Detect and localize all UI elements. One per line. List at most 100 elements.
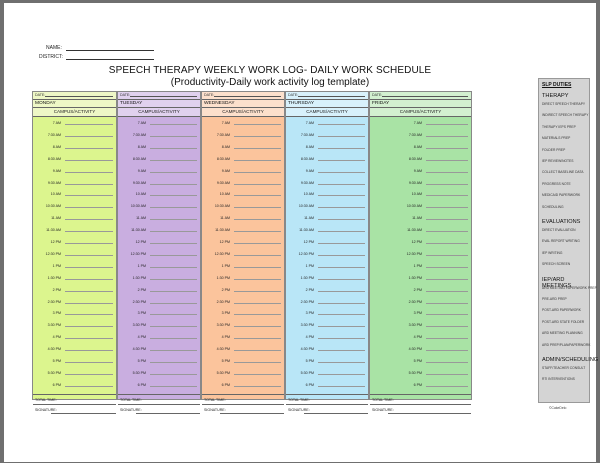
time-slot-line[interactable] <box>65 243 113 244</box>
time-slot-line[interactable] <box>234 350 281 352</box>
time-slot-line[interactable] <box>318 183 365 185</box>
time-slot-line[interactable] <box>318 124 365 125</box>
time-slot-line[interactable] <box>65 326 113 328</box>
signature-field[interactable] <box>304 412 368 414</box>
date-field[interactable] <box>45 96 113 97</box>
time-slot-line[interactable] <box>318 278 365 280</box>
time-slot-line[interactable] <box>150 124 197 125</box>
signature-field[interactable] <box>136 412 200 414</box>
time-slot-line[interactable] <box>150 302 197 304</box>
time-slot-line[interactable] <box>65 147 113 149</box>
time-slot-line[interactable] <box>150 350 197 352</box>
time-slot-line[interactable] <box>426 124 468 125</box>
time-slot-line[interactable] <box>65 302 113 304</box>
time-slot-line[interactable] <box>150 326 197 328</box>
time-slot-line[interactable] <box>318 135 365 137</box>
time-slot-line[interactable] <box>65 338 113 340</box>
time-slot-line[interactable] <box>318 159 365 161</box>
time-slot-line[interactable] <box>150 266 197 268</box>
time-slot-line[interactable] <box>150 385 197 387</box>
time-slot-line[interactable] <box>150 254 197 256</box>
time-slot-line[interactable] <box>234 338 281 340</box>
time-slot-line[interactable] <box>318 373 365 375</box>
time-slot-line[interactable] <box>234 266 281 268</box>
time-slot-line[interactable] <box>234 314 281 316</box>
time-slot-line[interactable] <box>234 373 281 375</box>
time-slot-line[interactable] <box>150 362 197 363</box>
time-slot-line[interactable] <box>65 290 113 292</box>
time-slot-line[interactable] <box>318 290 365 292</box>
time-slot-line[interactable] <box>65 159 113 161</box>
time-slot-line[interactable] <box>65 314 113 316</box>
time-slot-line[interactable] <box>426 147 468 149</box>
time-slot-line[interactable] <box>426 373 468 375</box>
time-slot-line[interactable] <box>318 171 365 173</box>
time-slot-line[interactable] <box>65 207 113 209</box>
time-slot-line[interactable] <box>65 254 113 256</box>
date-field[interactable] <box>214 96 281 97</box>
time-slot-line[interactable] <box>426 326 468 328</box>
time-slot-line[interactable] <box>318 350 365 352</box>
date-field[interactable] <box>382 96 468 97</box>
time-slot-line[interactable] <box>150 135 197 137</box>
time-slot-line[interactable] <box>234 207 281 209</box>
time-slot-line[interactable] <box>318 254 365 256</box>
date-field[interactable] <box>298 96 365 97</box>
time-slot-line[interactable] <box>426 350 468 352</box>
time-slot-line[interactable] <box>234 147 281 149</box>
time-slot-line[interactable] <box>426 290 468 292</box>
signature-field[interactable] <box>51 412 116 414</box>
time-slot-line[interactable] <box>318 338 365 340</box>
time-slot-line[interactable] <box>426 314 468 316</box>
time-slot-line[interactable] <box>426 231 468 233</box>
time-slot-line[interactable] <box>150 338 197 340</box>
time-slot-line[interactable] <box>318 243 365 244</box>
time-slot-line[interactable] <box>426 135 468 137</box>
time-slot-line[interactable] <box>318 385 365 387</box>
time-slot-line[interactable] <box>234 219 281 221</box>
time-slot-line[interactable] <box>318 362 365 363</box>
time-slot-line[interactable] <box>65 183 113 185</box>
time-slot-line[interactable] <box>150 171 197 173</box>
time-slot-line[interactable] <box>234 278 281 280</box>
time-slot-line[interactable] <box>426 183 468 185</box>
time-slot-line[interactable] <box>426 302 468 304</box>
time-slot-line[interactable] <box>65 135 113 137</box>
time-slot-line[interactable] <box>150 183 197 185</box>
time-slot-line[interactable] <box>65 385 113 387</box>
time-slot-line[interactable] <box>426 338 468 340</box>
time-slot-line[interactable] <box>65 219 113 221</box>
time-slot-line[interactable] <box>426 219 468 221</box>
time-slot-line[interactable] <box>150 231 197 233</box>
date-field[interactable] <box>130 96 197 97</box>
time-slot-line[interactable] <box>426 171 468 173</box>
time-slot-line[interactable] <box>426 254 468 256</box>
time-slot-line[interactable] <box>150 243 197 244</box>
time-slot-line[interactable] <box>234 159 281 161</box>
time-slot-line[interactable] <box>318 314 365 316</box>
time-slot-line[interactable] <box>426 266 468 268</box>
time-slot-line[interactable] <box>426 278 468 280</box>
time-slot-line[interactable] <box>234 362 281 363</box>
time-slot-line[interactable] <box>234 302 281 304</box>
time-slot-line[interactable] <box>234 183 281 185</box>
time-slot-line[interactable] <box>150 147 197 149</box>
time-slot-line[interactable] <box>426 159 468 161</box>
time-slot-line[interactable] <box>65 266 113 268</box>
signature-field[interactable] <box>220 412 284 414</box>
time-slot-line[interactable] <box>234 385 281 387</box>
time-slot-line[interactable] <box>234 290 281 292</box>
time-slot-line[interactable] <box>150 373 197 375</box>
time-slot-line[interactable] <box>150 290 197 292</box>
time-slot-line[interactable] <box>318 207 365 209</box>
time-slot-line[interactable] <box>318 302 365 304</box>
time-slot-line[interactable] <box>234 254 281 256</box>
time-slot-line[interactable] <box>426 385 468 387</box>
time-slot-line[interactable] <box>65 171 113 173</box>
time-slot-line[interactable] <box>150 278 197 280</box>
time-slot-line[interactable] <box>65 362 113 363</box>
time-slot-line[interactable] <box>426 207 468 209</box>
time-slot-line[interactable] <box>234 195 281 197</box>
time-slot-line[interactable] <box>426 362 468 363</box>
time-slot-line[interactable] <box>318 326 365 328</box>
